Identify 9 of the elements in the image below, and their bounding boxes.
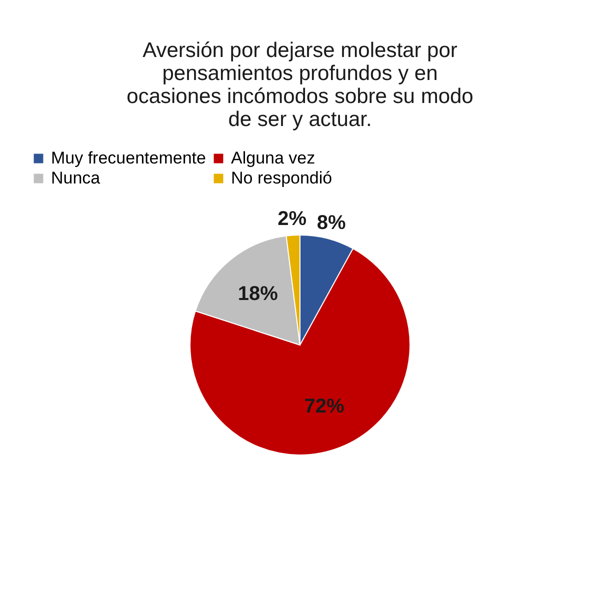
legend-label: Alguna vez <box>231 148 316 168</box>
legend-label: Muy frecuentemente <box>51 148 206 168</box>
data-label: 2% <box>278 208 307 230</box>
legend-label: No respondió <box>231 168 332 188</box>
chart-title: Aversión por dejarse molestar por pensamientos profundos y en ocasiones incómodos sobre su modo de ser y actuar. <box>126 39 474 131</box>
legend-label: Nunca <box>51 168 101 188</box>
data-label: 18% <box>238 283 278 306</box>
data-label: 72% <box>304 395 345 418</box>
data-label: 8% <box>316 212 346 234</box>
